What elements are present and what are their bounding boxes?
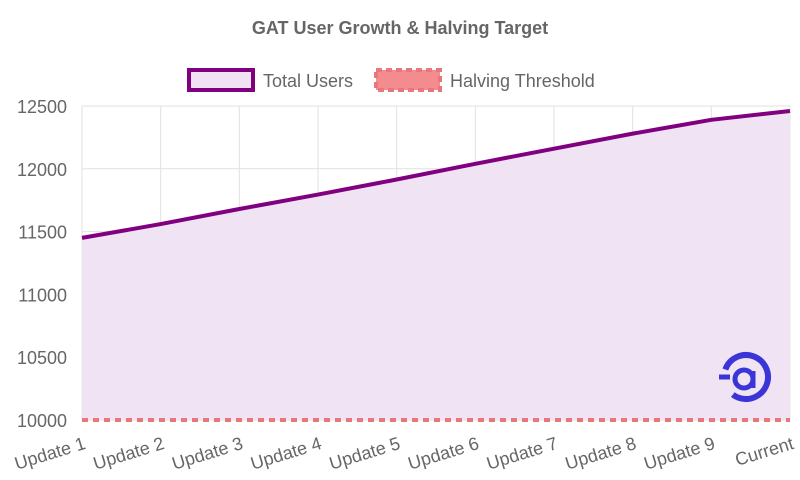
series-lines	[81, 109, 791, 422]
x-tick-label-2: Update 3	[170, 433, 246, 473]
legend-label-halving-threshold: Halving Threshold	[450, 71, 595, 91]
y-tick-label-5: 12500	[17, 97, 67, 117]
line-total-users	[81, 109, 791, 240]
x-tick-label-3: Update 4	[248, 433, 324, 473]
x-tick-label-6: Update 7	[484, 433, 560, 473]
y-tick-label-1: 10500	[17, 348, 67, 368]
chart-title: GAT User Growth & Halving Target	[252, 18, 548, 38]
x-axis-ticks: Update 1 Update 2 Update 3 Update 4 Update 5…	[12, 433, 796, 473]
x-tick-label-7: Update 8	[563, 433, 639, 473]
x-tick-label-8: Update 9	[642, 433, 718, 473]
y-tick-label-2: 11000	[18, 285, 67, 305]
x-tick-label-1: Update 2	[91, 433, 167, 473]
legend-swatch-halving-threshold	[374, 68, 442, 92]
x-tick-label-5: Update 6	[406, 433, 482, 473]
legend-label-total-users: Total Users	[263, 71, 353, 91]
area-total-users	[82, 111, 790, 421]
y-tick-label-4: 12000	[17, 160, 67, 180]
x-tick-label-9: Current	[733, 433, 796, 470]
legend[interactable]: Total Users Halving Threshold	[187, 68, 595, 92]
y-tick-label-3: 11500	[18, 223, 67, 243]
y-tick-label-0: 10000	[17, 411, 67, 431]
x-tick-label-0: Update 1	[12, 433, 88, 473]
y-axis-ticks: 10000 10500 11000 11500 12000 12500	[17, 97, 67, 431]
area-layer	[82, 111, 790, 421]
legend-swatch-total-users	[187, 68, 255, 92]
gat-logo-icon	[719, 352, 771, 402]
x-tick-label-4: Update 5	[327, 433, 403, 473]
